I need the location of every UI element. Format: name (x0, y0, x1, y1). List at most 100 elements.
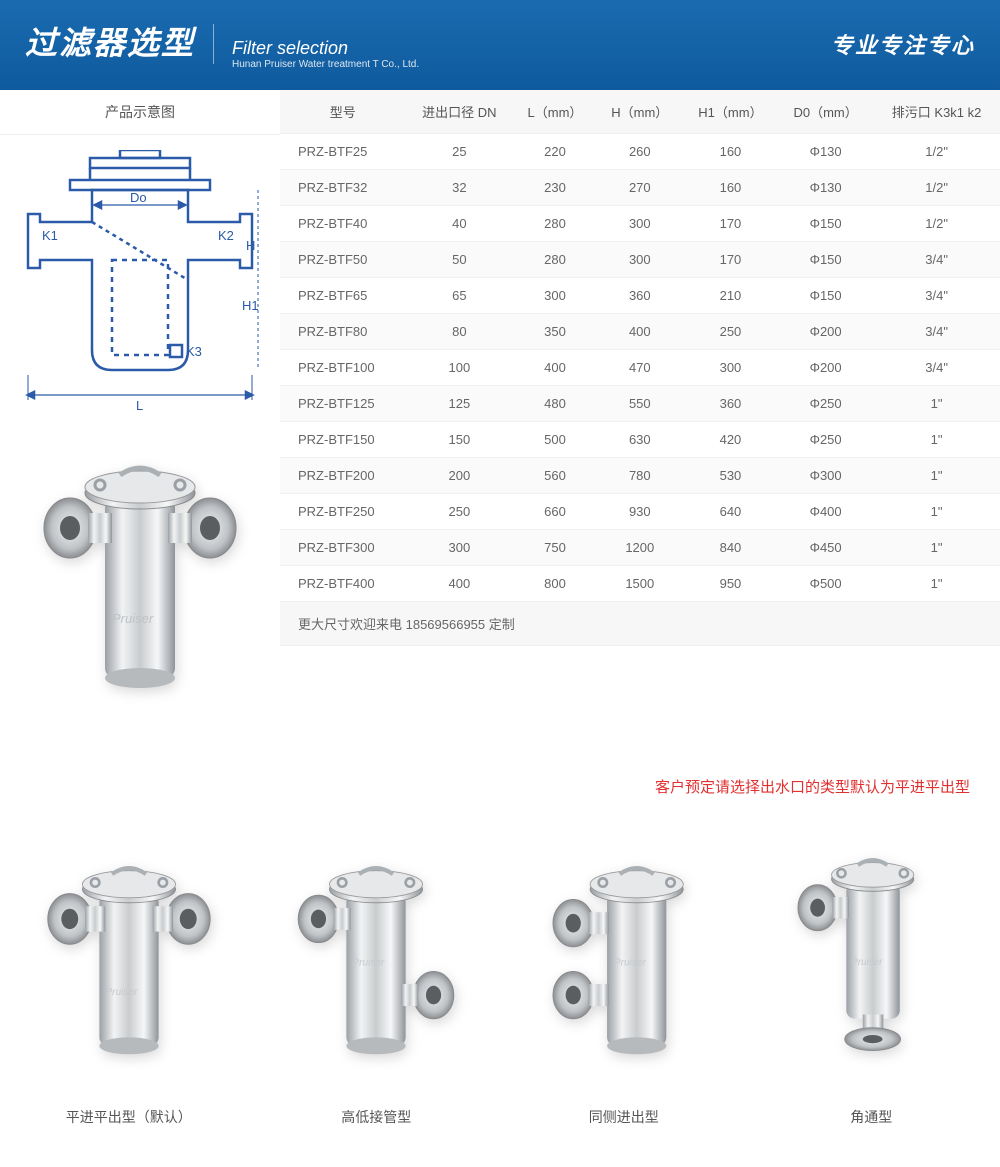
table-cell: 1/2" (873, 170, 1000, 206)
table-cell: 160 (683, 170, 778, 206)
table-cell: 1" (873, 386, 1000, 422)
table-cell: 230 (513, 170, 596, 206)
table-cell: 3/4" (873, 314, 1000, 350)
table-cell: 170 (683, 242, 778, 278)
table-cell: PRZ-BTF25 (280, 134, 405, 170)
table-cell: 280 (513, 242, 596, 278)
table-cell: 640 (683, 494, 778, 530)
table-cell: 1/2" (873, 206, 1000, 242)
table-cell: PRZ-BTF100 (280, 350, 405, 386)
table-cell: 300 (513, 278, 596, 314)
subtitle-en: Hunan Pruiser Water treatment T Co., Ltd… (232, 59, 419, 70)
table-cell: Φ200 (778, 350, 873, 386)
table-cell: 280 (513, 206, 596, 242)
table-cell: Φ200 (778, 314, 873, 350)
filter-render-main: Pruiser (40, 443, 240, 703)
table-cell: PRZ-BTF40 (280, 206, 405, 242)
table-cell: PRZ-BTF80 (280, 314, 405, 350)
header-left: 过滤器选型 Filter selection Hunan Pruiser Wat… (25, 18, 419, 70)
variant-2: Pruiser 高低接管型 (258, 837, 496, 1127)
table-cell: 32 (405, 170, 513, 206)
table-cell: 400 (405, 566, 513, 602)
table-cell: 150 (405, 422, 513, 458)
table-footer-text: 更大尺寸欢迎来电 18569566955 定制 (280, 602, 1000, 646)
table-cell: 360 (683, 386, 778, 422)
col-h1: H1（mm） (683, 90, 778, 134)
variant-1-image: Pruiser (10, 837, 248, 1077)
table-cell: Φ130 (778, 134, 873, 170)
table-cell: PRZ-BTF32 (280, 170, 405, 206)
table-cell: Φ400 (778, 494, 873, 530)
table-cell: 200 (405, 458, 513, 494)
table-cell: Φ130 (778, 170, 873, 206)
svg-text:Pruiser: Pruiser (353, 957, 386, 968)
table-cell: PRZ-BTF125 (280, 386, 405, 422)
variant-2-image: Pruiser (258, 837, 496, 1077)
table-cell: 840 (683, 530, 778, 566)
col-model: 型号 (280, 90, 405, 134)
table-cell: Φ500 (778, 566, 873, 602)
table-cell: PRZ-BTF65 (280, 278, 405, 314)
table-cell: 300 (405, 530, 513, 566)
table-cell: 1/2" (873, 134, 1000, 170)
table-row: PRZ-BTF150150500630420Φ2501" (280, 422, 1000, 458)
table-cell: 3/4" (873, 350, 1000, 386)
title-cn: 过滤器选型 (25, 18, 195, 64)
table-cell: PRZ-BTF300 (280, 530, 405, 566)
svg-text:Pruiser: Pruiser (614, 957, 647, 968)
table-cell: PRZ-BTF200 (280, 458, 405, 494)
table-header-row: 型号 进出口径 DN L（mm） H（mm） H1（mm） D0（mm） 排污口… (280, 90, 1000, 134)
label-do: Do (130, 190, 147, 205)
table-cell: 270 (597, 170, 683, 206)
table-row: PRZ-BTF5050280300170Φ1503/4" (280, 242, 1000, 278)
table-cell: 40 (405, 206, 513, 242)
table-cell: 1" (873, 566, 1000, 602)
svg-text:Pruiser: Pruiser (852, 957, 884, 968)
spec-table: 型号 进出口径 DN L（mm） H（mm） H1（mm） D0（mm） 排污口… (280, 90, 1000, 646)
table-row: PRZ-BTF2525220260160Φ1301/2" (280, 134, 1000, 170)
variants-row: Pruiser 平进平出型（默认） P (0, 817, 1000, 1167)
table-cell: 750 (513, 530, 596, 566)
table-cell: 550 (597, 386, 683, 422)
table-row: PRZ-BTF8080350400250Φ2003/4" (280, 314, 1000, 350)
table-cell: 350 (513, 314, 596, 350)
col-d0: D0（mm） (778, 90, 873, 134)
table-row: PRZ-BTF250250660930640Φ4001" (280, 494, 1000, 530)
table-cell: Φ250 (778, 422, 873, 458)
col-h: H（mm） (597, 90, 683, 134)
table-row: PRZ-BTF200200560780530Φ3001" (280, 458, 1000, 494)
label-h1: H1 (242, 298, 259, 313)
table-row: PRZ-BTF4004008001500950Φ5001" (280, 566, 1000, 602)
label-h: H (246, 238, 255, 253)
table-cell: 250 (683, 314, 778, 350)
variant-4: Pruiser 角通型 (753, 837, 991, 1127)
table-cell: 480 (513, 386, 596, 422)
table-cell: 220 (513, 134, 596, 170)
table-cell: 780 (597, 458, 683, 494)
table-cell: PRZ-BTF150 (280, 422, 405, 458)
table-cell: 1500 (597, 566, 683, 602)
table-cell: 80 (405, 314, 513, 350)
table-row: PRZ-BTF125125480550360Φ2501" (280, 386, 1000, 422)
table-cell: 660 (513, 494, 596, 530)
table-cell: 25 (405, 134, 513, 170)
col-dn: 进出口径 DN (405, 90, 513, 134)
table-cell: 420 (683, 422, 778, 458)
table-cell: 3/4" (873, 278, 1000, 314)
table-row: PRZ-BTF4040280300170Φ1501/2" (280, 206, 1000, 242)
header-banner: 过滤器选型 Filter selection Hunan Pruiser Wat… (0, 0, 1000, 90)
variant-1-label: 平进平出型（默认） (10, 1107, 248, 1127)
table-cell: 160 (683, 134, 778, 170)
left-column: 产品示意图 (0, 90, 280, 726)
variant-2-label: 高低接管型 (258, 1107, 496, 1127)
main-layout: 产品示意图 (0, 90, 1000, 726)
table-cell: 630 (597, 422, 683, 458)
table-cell: Φ150 (778, 278, 873, 314)
table-cell: Φ300 (778, 458, 873, 494)
variant-3: Pruiser 同侧进出型 (505, 837, 743, 1127)
col-k: 排污口 K3k1 k2 (873, 90, 1000, 134)
title-divider (213, 24, 214, 64)
variant-4-image: Pruiser (753, 837, 991, 1077)
variant-4-label: 角通型 (753, 1107, 991, 1127)
table-row: PRZ-BTF3232230270160Φ1301/2" (280, 170, 1000, 206)
